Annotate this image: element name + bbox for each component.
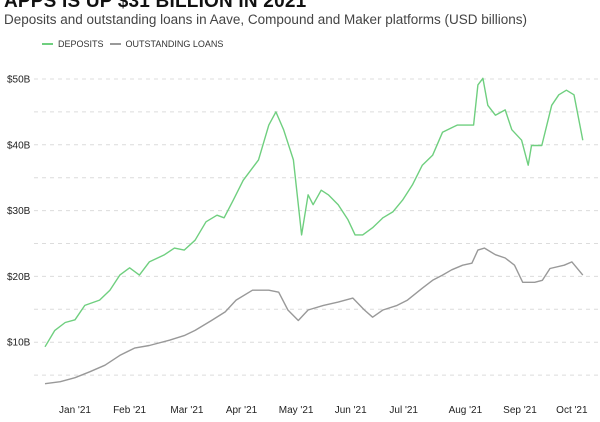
x-tick-label: May '21 (279, 405, 314, 416)
legend-swatch-deposits (42, 43, 53, 45)
chart-title: APPS IS UP $31 BILLION IN 2021 (4, 0, 307, 12)
series-lines (44, 77, 584, 385)
legend-swatch-loans (109, 43, 121, 45)
deposits-line (44, 77, 584, 348)
y-axis-ticks: $10B $20B $30B $40B $50B (7, 75, 31, 349)
x-tick-label: Jul '21 (389, 405, 418, 416)
x-tick-label: Jan '21 (59, 405, 91, 416)
x-tick-label: Jun '21 (335, 405, 367, 416)
chart-subtitle: Deposits and outstanding loans in Aave, … (4, 12, 528, 27)
outstanding-loans-line (44, 247, 584, 385)
grid-lines (34, 78, 598, 376)
y-tick-label: $40B (7, 140, 31, 151)
y-tick-label: $20B (7, 272, 31, 283)
legend-label-loans: OUTSTANDING LOANS (125, 39, 224, 49)
x-tick-label: Apr '21 (226, 405, 258, 416)
x-tick-label: Mar '21 (170, 405, 203, 416)
legend: DEPOSITS OUTSTANDING LOANS (42, 39, 223, 49)
y-tick-label: $30B (7, 206, 31, 217)
legend-label-deposits: DEPOSITS (58, 39, 104, 49)
x-tick-label: Oct '21 (556, 405, 588, 416)
legend-item-loans: OUTSTANDING LOANS (109, 39, 224, 49)
legend-item-deposits: DEPOSITS (42, 39, 104, 49)
y-tick-label: $50B (7, 75, 31, 86)
x-axis-ticks: Jan '21 Feb '21 Mar '21 Apr '21 May '21 Jun '… (59, 405, 588, 416)
x-tick-label: Sep '21 (503, 405, 537, 416)
x-tick-label: Feb '21 (113, 405, 146, 416)
x-tick-label: Aug '21 (449, 405, 483, 416)
y-tick-label: $10B (7, 338, 31, 349)
